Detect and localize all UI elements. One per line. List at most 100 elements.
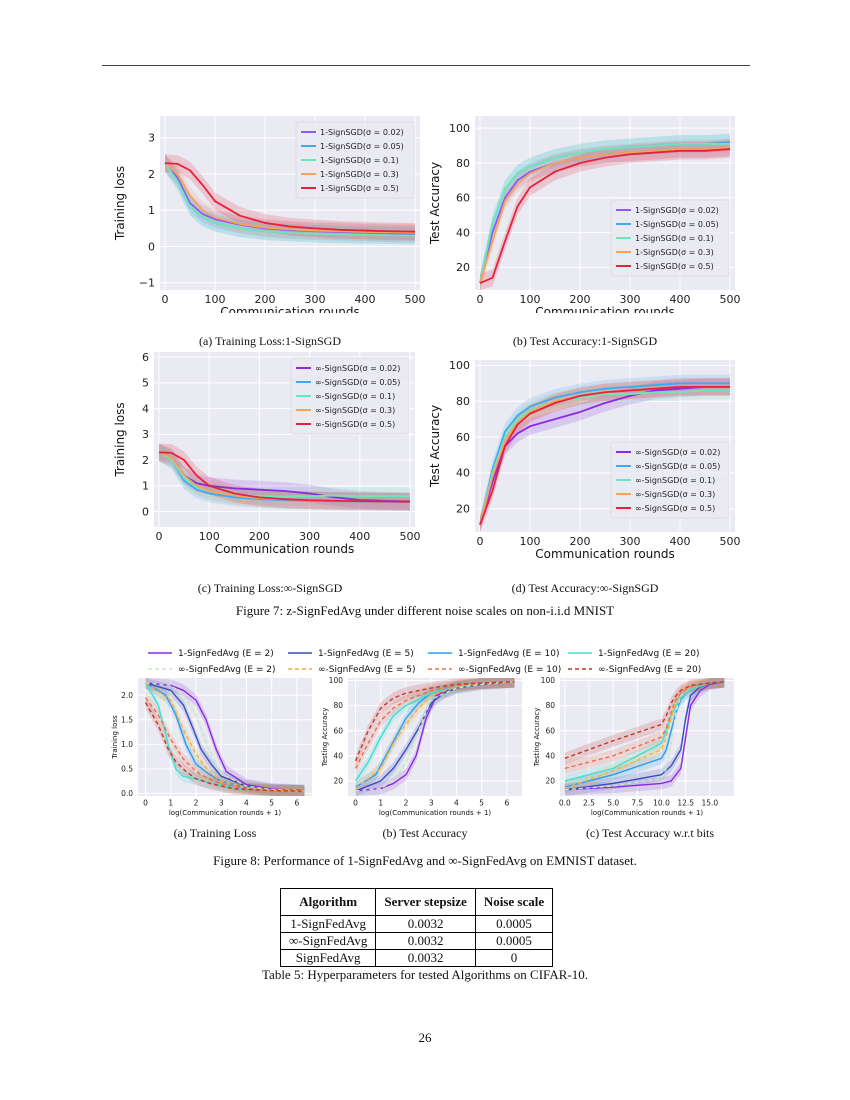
series-band (355, 678, 515, 794)
y-tick-label: 40 (456, 467, 470, 480)
y-tick-label: 0.5 (121, 765, 133, 774)
series-line (564, 681, 725, 782)
figure8-legend: 1-SignFedAvg (E = 2) 1-SignFedAvg (E = 5)… (140, 644, 720, 676)
y-tick-label: 1 (148, 204, 155, 217)
x-tick-label: 5.0 (607, 799, 619, 808)
series-line (479, 142, 730, 284)
series-line (355, 681, 515, 792)
x-tick-label: 100 (199, 530, 220, 543)
y-axis-label: Testing Accuracy (321, 708, 329, 768)
fig7a-svg: 0 100 200 300 400 500 −1 0 1 2 3 Communication roun… (113, 116, 425, 313)
y-tick-label: 1.0 (121, 740, 133, 749)
x-tick-label: 300 (299, 530, 320, 543)
legend-label: ∞-SignSGD(σ = 0.5) (635, 504, 715, 513)
series-line (479, 389, 730, 526)
y-tick-label: 20 (456, 503, 470, 516)
chart-fig7a: 0 100 200 300 400 500 −1 0 1 2 3 Communication roun… (110, 108, 425, 313)
y-tick-label: 80 (545, 701, 555, 710)
y-tick-label: 2 (142, 454, 149, 467)
legend-label: ∞-SignFedAvg (E = 2) (178, 665, 276, 675)
chart-fig7d: 0 100 200 300 400 500 20 40 60 80 100 Communication… (425, 355, 740, 560)
table5-caption: Table 5: Hyperparameters for tested Algo… (262, 967, 588, 982)
panel-caption-7b: (b) Test Accuracy:1-SignSGD (512, 334, 658, 348)
x-axis-label: log(Communication rounds + 1) (379, 809, 492, 817)
x-tick-label: 6 (504, 799, 509, 808)
table-cell: 0 (474, 949, 554, 967)
x-tick-label: 2 (194, 799, 199, 808)
x-tick-label: 7.5 (631, 799, 643, 808)
chart-fig7b: 0 100 200 300 400 500 20 40 60 80 100 Communication… (425, 108, 740, 313)
x-tick-label: 400 (355, 293, 376, 306)
y-tick-label: −1 (139, 277, 155, 290)
legend-label: ∞-SignFedAvg (E = 20) (598, 665, 701, 675)
legend-label: 1-SignSGD(σ = 0.3) (635, 248, 714, 257)
table-cell: 0.0032 (375, 932, 476, 950)
panel-caption-8c: (c) Test Accuracy w.r.t bits (585, 826, 715, 840)
series-band (480, 381, 730, 532)
fig7d-svg: 0 100 200 300 400 50020406080100Communication… (428, 359, 741, 560)
series-line (164, 162, 416, 237)
y-tick-label: 100 (449, 359, 470, 372)
table-row: 1-SignFedAvg 0.0032 0.0005 (279, 915, 554, 933)
y-tick-label: 1 (142, 480, 149, 493)
x-tick-label: 200 (570, 293, 591, 306)
series-band (145, 691, 305, 796)
x-tick-label: 15.0 (701, 799, 718, 808)
x-tick-label: 0 (143, 799, 148, 808)
legend-label: 1-SignSGD(σ = 0.05) (320, 142, 404, 151)
page-number: 26 (418, 1030, 432, 1045)
table-header-row: Algorithm Server stepsize Noise scale (279, 888, 554, 916)
legend-label: 1-SignSGD(σ = 0.02) (320, 128, 404, 137)
x-axis-label: Communication rounds (535, 305, 675, 313)
y-tick-label: 5 (142, 377, 149, 390)
x-tick-label: 2 (404, 799, 409, 808)
table-cell: 0.0005 (474, 915, 554, 933)
legend-box (610, 441, 730, 519)
y-axis-label: Training loss (111, 715, 119, 760)
y-tick-label: 100 (449, 122, 470, 135)
series-band (145, 678, 305, 796)
x-tick-label: 200 (570, 535, 591, 548)
legend-box (290, 357, 410, 435)
y-axis-label: Training loss (113, 402, 127, 477)
series-band (165, 154, 415, 242)
y-tick-label: 2.0 (121, 691, 133, 700)
chart-fig7c: 0 100 200 300 400 500 0 1 2 3 4 5 6 Communication rou… (110, 350, 425, 555)
legend-label: 1-SignSGD(σ = 0.02) (635, 206, 719, 215)
series-line (145, 682, 305, 792)
x-tick-label: 0 (156, 530, 163, 543)
y-tick-label: 80 (456, 157, 470, 170)
y-tick-label: 1.5 (121, 715, 133, 724)
series-line (164, 162, 416, 234)
x-tick-label: 12.5 (677, 799, 694, 808)
legend-label: ∞-SignSGD(σ = 0.3) (635, 490, 715, 499)
x-tick-label: 300 (305, 293, 326, 306)
series-line (564, 681, 725, 791)
y-axis-label: Training loss (113, 166, 127, 241)
series-band (480, 138, 730, 290)
x-axis-label: Communication rounds (220, 305, 360, 313)
legend-label: ∞-SignSGD(σ = 0.1) (315, 392, 395, 401)
table-header-cell: Server stepsize (375, 888, 476, 916)
y-tick-label: 40 (456, 226, 470, 239)
x-tick-label: 0 (477, 293, 484, 306)
series-line (145, 682, 305, 792)
x-tick-label: 300 (620, 293, 641, 306)
series-band (564, 678, 725, 796)
table-cell: SignFedAvg (279, 949, 377, 967)
legend-label: ∞-SignSGD(σ = 0.02) (635, 448, 720, 457)
panel-caption-8a: (a) Training Loss (173, 826, 257, 840)
x-tick-label: 500 (720, 535, 741, 548)
legend-label: 1-SignSGD(σ = 0.1) (635, 234, 714, 243)
series-band (564, 678, 725, 794)
x-tick-label: 3 (429, 799, 434, 808)
table-header-cell: Algorithm (279, 888, 377, 916)
legend-label: 1-SignSGD(σ = 0.5) (320, 184, 399, 193)
x-axis-label: Communication rounds (535, 547, 675, 560)
table-cell: 1-SignFedAvg (279, 915, 377, 933)
legend-label: 1-SignSGD(σ = 0.5) (635, 262, 714, 271)
y-tick-label: 60 (456, 431, 470, 444)
y-axis-label: Test Accuracy (428, 405, 442, 488)
series-line (158, 451, 410, 503)
figure7-caption: Figure 7: z-SignFedAvg under different n… (235, 603, 615, 618)
